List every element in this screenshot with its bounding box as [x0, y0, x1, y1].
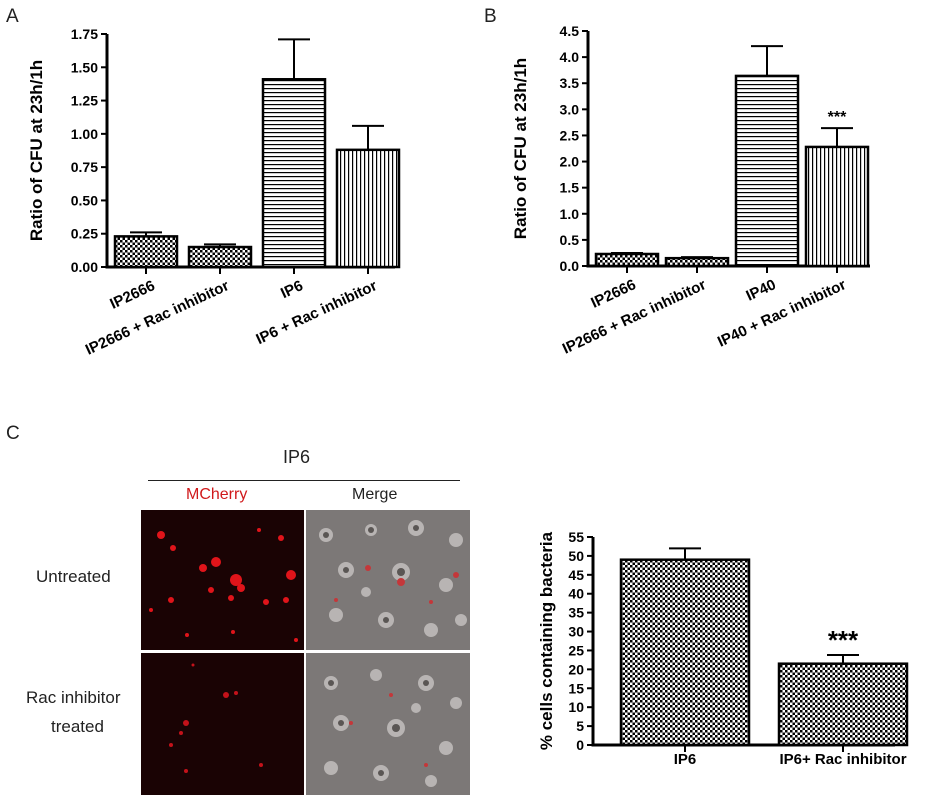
chart-a: 0.00 0.25 0.50 0.75 1.00 1.25 1.50 1.75 Ratio of…	[27, 26, 401, 359]
bar	[261, 78, 327, 269]
panel-letter-b: B	[484, 6, 497, 27]
merge-rac-treated-image	[306, 653, 470, 795]
column-label-mcherry: MCherry	[186, 486, 248, 503]
y-tick-label: 30	[568, 624, 584, 640]
column-label-merge: Merge	[352, 486, 398, 503]
category-label: IP40 + Rac inhibitor	[715, 276, 849, 350]
y-tick-label: 0.50	[71, 192, 98, 208]
y-tick-label: 15	[568, 680, 584, 696]
bar	[594, 252, 660, 268]
y-tick-label: 3.0	[560, 101, 580, 117]
panel-letter-c: C	[6, 423, 20, 444]
category-label: IP6	[278, 277, 306, 302]
bar	[664, 256, 730, 268]
y-tick-label: 45	[568, 567, 584, 583]
y-axis-label: Ratio of CFU at 23h/1h	[27, 60, 46, 241]
chart-b: 0.0 0.5 1.0 1.5 2.0 2.5 3.0 3.5 4.0 4.5 Ratio of C…	[511, 23, 870, 358]
y-tick-label: 2.0	[560, 154, 580, 170]
significance-marker: ***	[828, 625, 859, 655]
y-tick-label: 35	[568, 605, 584, 621]
y-tick-label: 0.75	[71, 159, 98, 175]
y-tick-label: 1.75	[71, 26, 98, 42]
category-label: IP2666	[588, 276, 638, 312]
y-tick-label: 5	[576, 718, 584, 734]
bar	[734, 74, 800, 268]
y-tick-label: 2.5	[560, 127, 580, 143]
category-label: IP2666 + Rac inhibitor	[83, 277, 232, 359]
significance-marker: ***	[828, 109, 847, 126]
y-tick-label: 1.5	[560, 180, 580, 196]
y-tick-label: 1.00	[71, 126, 98, 142]
category-label: IP6+ Rac inhibitor	[779, 751, 906, 768]
category-label: IP6 + Rac inhibitor	[254, 277, 380, 348]
y-axis-label: Ratio of CFU at 23h/1h	[511, 58, 530, 239]
y-tick-label: 0.5	[560, 232, 580, 248]
y-tick-label: 4.0	[560, 49, 580, 65]
bar	[335, 148, 401, 269]
y-tick-label: 0.0	[560, 258, 580, 274]
mcherry-untreated-image	[141, 510, 304, 650]
y-axis-label: % cells containing bacteria	[537, 531, 556, 750]
y-tick-label: 1.0	[560, 206, 580, 222]
micrograph-strain-label: IP6	[283, 447, 311, 467]
y-tick-label: 0.25	[71, 226, 98, 242]
bar	[187, 245, 253, 269]
y-tick-label: 3.5	[560, 75, 580, 91]
row-label-rac-line1: Rac inhibitor	[26, 688, 121, 707]
category-label: IP40	[744, 276, 779, 304]
mcherry-rac-treated-image	[141, 653, 304, 795]
y-tick-label: 1.50	[71, 59, 98, 75]
y-tick-label: 10	[568, 699, 584, 715]
y-tick-label: 50	[568, 548, 584, 564]
bar	[804, 145, 870, 268]
y-tick-label: 4.5	[560, 23, 580, 39]
y-tick-label: 0.00	[71, 259, 98, 275]
row-label-rac-line2: treated	[51, 717, 104, 736]
chart-c: 0 5 10 15 20 25 30 35 40 45 50 55 % cells containing…	[537, 529, 909, 768]
y-tick-label: 20	[568, 661, 584, 677]
row-label-untreated: Untreated	[36, 567, 111, 586]
bar	[619, 558, 751, 747]
y-tick-label: 0	[576, 737, 584, 753]
y-tick-label: 40	[568, 586, 584, 602]
category-label: IP2666	[107, 277, 157, 313]
y-tick-label: 25	[568, 642, 584, 658]
bar	[113, 235, 179, 269]
y-tick-label: 55	[568, 529, 584, 545]
panel-letter-a: A	[6, 6, 19, 27]
merge-untreated-image	[306, 510, 470, 650]
bar	[777, 662, 909, 747]
strain-underline	[148, 480, 460, 481]
category-label: IP6	[674, 751, 697, 768]
y-tick-label: 1.25	[71, 93, 98, 109]
